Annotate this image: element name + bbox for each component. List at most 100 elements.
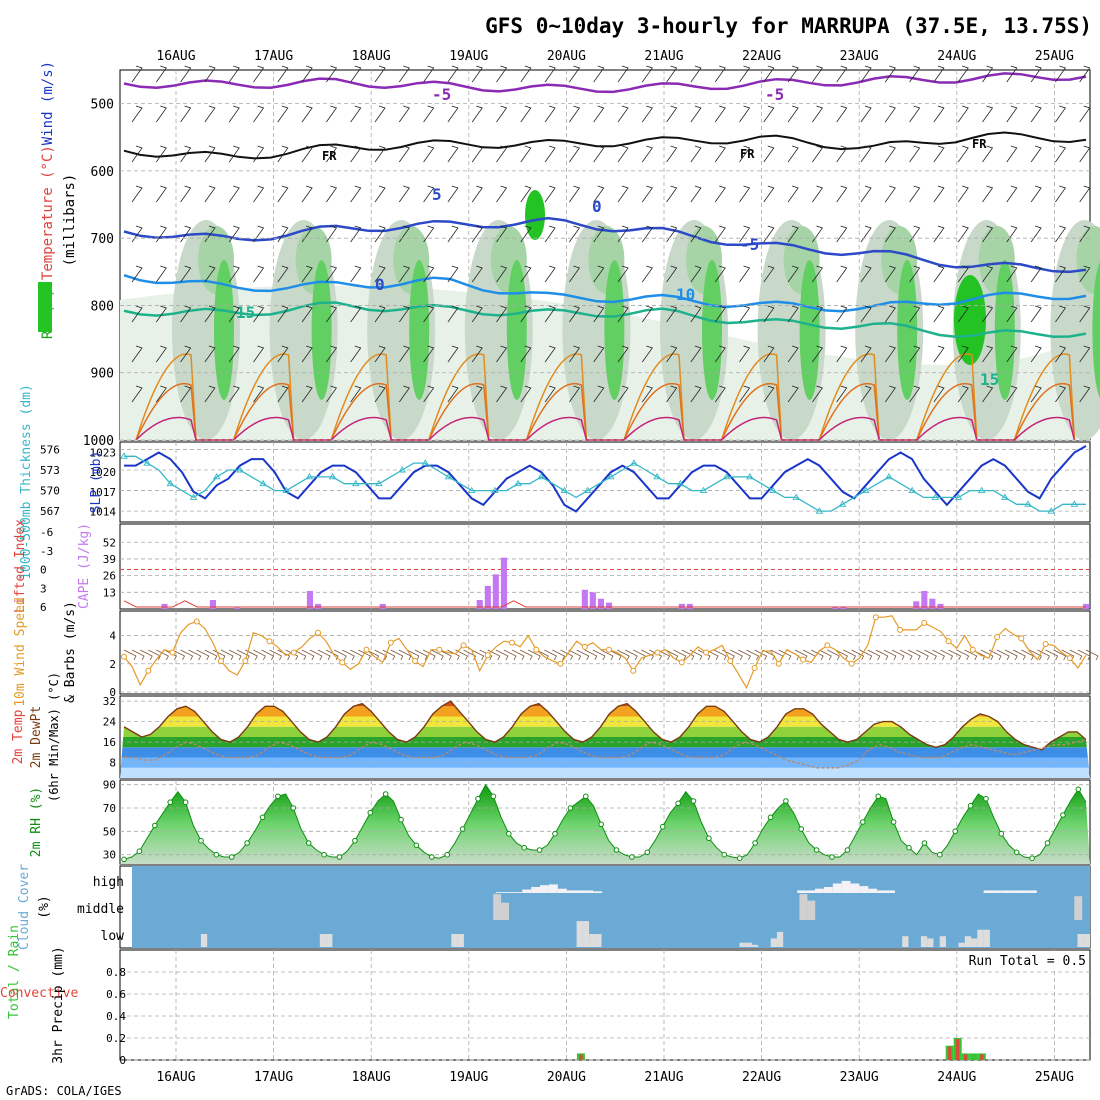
thickness-marker — [444, 472, 453, 480]
wind-barb — [423, 105, 435, 123]
rh-marker — [198, 837, 204, 844]
wind-barb — [625, 649, 638, 661]
day-label-bottom: 19AUG — [449, 1070, 488, 1085]
wind-barb — [447, 649, 460, 661]
wind-barb — [253, 105, 265, 123]
wind-barb — [982, 385, 994, 403]
wind-barb — [1030, 265, 1042, 283]
temp-ylabel-c-text: (6hr Min/Max) (°C) — [47, 672, 61, 802]
thickness-marker — [653, 472, 661, 480]
wind-barb — [285, 649, 299, 661]
wind-barb — [763, 225, 775, 243]
wind-barb — [204, 345, 216, 363]
wind-barb — [746, 649, 760, 661]
cloud-ylabel-b-text: (%) — [37, 895, 52, 918]
thickness-marker — [537, 472, 546, 480]
cape-bar — [606, 602, 613, 609]
wind-speed-marker — [921, 619, 928, 626]
upper-air-panel: -5 -5 FR FR FR 5 0 -5 0 10 15 15 500 600 700 800 900 1000… — [38, 61, 1100, 449]
wind-barb — [884, 305, 896, 323]
wind-barb — [933, 105, 945, 123]
wind-barb — [350, 225, 362, 243]
wind-barb — [374, 145, 386, 163]
cloud-bar-low — [326, 934, 333, 947]
wind-barb — [350, 185, 362, 203]
wind-barb — [131, 265, 143, 283]
wind-barb — [714, 185, 726, 203]
thickness-marker — [212, 472, 221, 480]
wind-barb — [1006, 65, 1018, 83]
y-tick-label-right: 1014 — [90, 505, 117, 518]
wind-barb — [909, 185, 921, 203]
rh-marker — [690, 798, 697, 804]
cape-bar — [161, 603, 168, 609]
wind-barb — [836, 65, 848, 83]
day-label-bottom: 23AUG — [840, 1070, 879, 1085]
label-part: (millibars) — [62, 174, 78, 267]
day-label-bottom: 18AUG — [352, 1070, 391, 1085]
wind-barb — [617, 105, 629, 123]
wind-barb — [924, 649, 937, 661]
rh-marker — [275, 793, 281, 800]
wind-barb — [447, 385, 459, 403]
wind-barb — [690, 345, 702, 363]
wind-barb — [471, 265, 483, 283]
wind-barb — [301, 65, 313, 83]
wind-barb — [907, 649, 921, 661]
cloud-bar-low — [770, 938, 777, 947]
wind-barb — [374, 385, 386, 403]
rh-marker — [305, 840, 312, 846]
wind-barb — [593, 345, 605, 363]
wind-barb — [423, 385, 435, 403]
wind-barb — [787, 225, 799, 243]
wind-barb — [398, 385, 410, 403]
wind-barb — [641, 225, 653, 243]
wind-barb — [139, 649, 153, 661]
isotherm-10 — [123, 274, 1087, 313]
wind-barb — [690, 265, 702, 283]
wind-barb — [204, 185, 216, 203]
wind-barb — [812, 185, 824, 203]
contour-label: 5 — [432, 185, 442, 204]
thickness-marker — [514, 479, 522, 487]
thickness-marker — [491, 486, 499, 494]
wind-barb — [180, 145, 192, 163]
wind-barb — [155, 385, 167, 403]
wind-barb — [544, 105, 556, 123]
cloud-level-label: high — [93, 875, 124, 890]
label-part: CAPE (J/kg) — [77, 523, 92, 609]
y-tick-label: 2 — [109, 658, 116, 671]
y-tick-label: 90 — [103, 779, 116, 792]
rh-marker — [736, 855, 743, 862]
wind-barb — [763, 265, 775, 283]
wind-speed-marker — [121, 653, 127, 660]
wind-barb — [374, 225, 386, 243]
rh-marker — [629, 854, 635, 860]
wind-barb — [520, 145, 532, 163]
wind-barb — [982, 345, 994, 363]
wind-barb — [560, 649, 574, 661]
wind-barb — [982, 145, 994, 163]
wind-barb — [155, 65, 167, 83]
wind-barb — [423, 225, 435, 243]
temp-band — [120, 726, 1090, 737]
slp-ylabel-text: SLP (mb) — [89, 451, 104, 514]
wind-barb — [544, 145, 556, 163]
wind-barb — [714, 145, 726, 163]
wind-barb — [593, 185, 605, 203]
wind-speed-marker — [969, 646, 976, 653]
wind-barb — [520, 345, 532, 363]
day-label-bottom: 24AUG — [937, 1070, 976, 1085]
wind-barb — [544, 265, 556, 283]
rh-marker — [490, 793, 497, 800]
wind-barb — [301, 185, 313, 203]
wind-barb — [204, 305, 216, 323]
rh-marker — [767, 814, 774, 821]
cloud-bar-high — [850, 883, 860, 893]
wind-barb — [155, 225, 167, 243]
y-tick-label-right: 26 — [103, 570, 116, 583]
wind-barb — [836, 145, 848, 163]
rh-marker — [844, 847, 851, 853]
wind-barb — [1055, 65, 1067, 83]
isotherm-FR — [123, 131, 1087, 160]
